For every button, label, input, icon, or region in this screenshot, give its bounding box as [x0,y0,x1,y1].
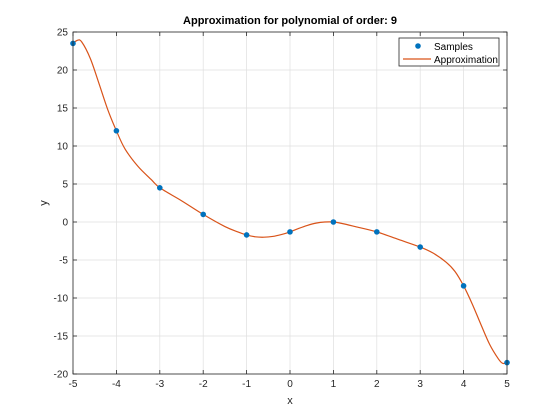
y-tick-label: -5 [59,256,68,267]
sample-point [330,219,337,225]
x-tick-label: 3 [417,379,423,390]
y-tick-label: 5 [62,180,68,191]
y-axis-label: y [38,200,50,206]
y-tick-label: 25 [57,28,69,39]
y-tick-label: -15 [54,332,69,343]
sample-point [374,229,380,235]
y-tick-label: 15 [57,104,69,115]
legend-label-samples: Samples [434,42,473,53]
legend: Samples Approximation [398,37,500,67]
sample-point [200,211,206,218]
sample-point [460,283,467,289]
x-tick-label: 0 [287,379,293,390]
y-tick-label: -20 [54,370,69,381]
x-tick-label: 2 [374,379,380,390]
x-tick-label: -3 [155,379,164,390]
x-axis-label: x [287,395,293,407]
x-tick-label: -2 [199,379,208,390]
legend-box [398,37,500,67]
legend-label-approximation: Approximation [434,55,498,66]
x-tick-label: 5 [504,379,510,390]
y-tick-label: 20 [57,66,69,77]
x-tick-label: -1 [242,379,251,390]
x-tick-label: -4 [112,379,121,390]
y-tick-label: -10 [54,294,69,305]
sample-point [157,185,163,191]
x-tick-label: 1 [331,379,337,390]
y-tick-label: 0 [62,218,68,229]
sample-point [243,232,250,238]
x-tick-label: -5 [69,379,78,390]
x-tick-label: 4 [461,379,467,390]
sample-point [417,244,424,250]
sample-point [287,229,293,235]
chart-title: Approximation for polynomial of order: 9 [183,15,397,27]
sample-point [113,128,120,134]
y-tick-label: 10 [57,142,69,153]
legend-marker-samples [415,43,421,49]
